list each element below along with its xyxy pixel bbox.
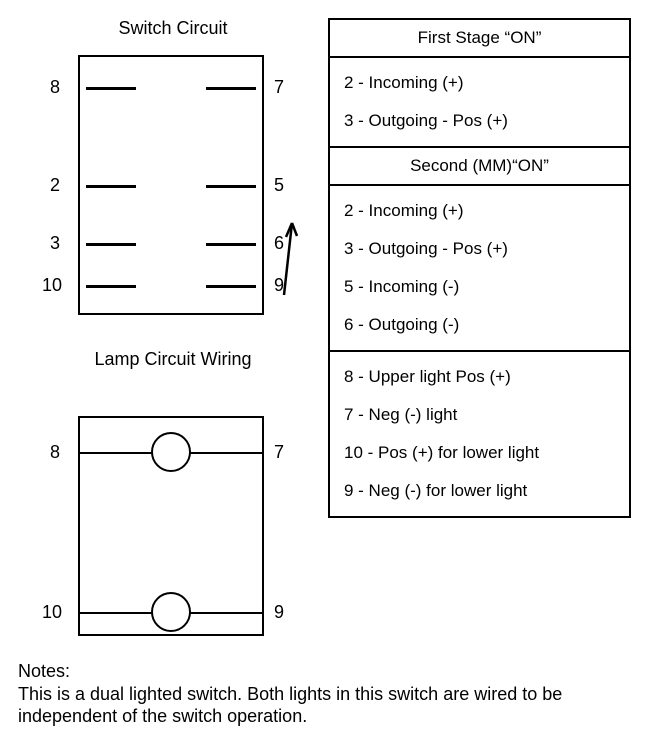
left-column: Switch Circuit 8 7 2 5 3 6 10 9 Lamp Circuit Wi… [18, 18, 328, 646]
table-row: 3 - Outgoing - Pos (+) [344, 230, 615, 268]
table-row: 2 - Incoming (+) [344, 192, 615, 230]
pin-label-10: 10 [42, 602, 62, 623]
pin-label-2: 2 [50, 175, 60, 196]
info-table: First Stage “ON”2 - Incoming (+)3 - Outg… [328, 18, 631, 518]
terminal-line-2 [86, 185, 136, 188]
lamp-circuit-title: Lamp Circuit Wiring [18, 349, 328, 370]
table-section: 2 - Incoming (+)3 - Outgoing - Pos (+) [330, 58, 629, 148]
pin-label-7: 7 [274, 77, 284, 98]
pin-label-9: 9 [274, 602, 284, 623]
pin-label-8: 8 [50, 442, 60, 463]
terminal-line-10 [86, 285, 136, 288]
terminal-line-3 [86, 243, 136, 246]
table-row: 8 - Upper light Pos (+) [344, 358, 615, 396]
pin-label-3: 3 [50, 233, 60, 254]
lamp-circle-icon [151, 432, 191, 472]
pin-label-6: 6 [274, 233, 284, 254]
pin-label-9: 9 [274, 275, 284, 296]
pin-label-10: 10 [42, 275, 62, 296]
lamp-circle-icon [151, 592, 191, 632]
terminal-line-7 [206, 87, 256, 90]
terminal-line-9 [206, 285, 256, 288]
lamp-circuit-diagram: 8 7 10 9 [18, 406, 328, 646]
table-section: 2 - Incoming (+)3 - Outgoing - Pos (+)5 … [330, 186, 629, 352]
terminal-line-8 [86, 87, 136, 90]
table-row: 5 - Incoming (-) [344, 268, 615, 306]
pin-label-7: 7 [274, 442, 284, 463]
notes-label: Notes: [18, 661, 70, 681]
table-row: 10 - Pos (+) for lower light [344, 434, 615, 472]
table-row: 9 - Neg (-) for lower light [344, 472, 615, 510]
table-row: 7 - Neg (-) light [344, 396, 615, 434]
pin-label-8: 8 [50, 77, 60, 98]
switch-circuit-title: Switch Circuit [18, 18, 328, 39]
page: Switch Circuit 8 7 2 5 3 6 10 9 Lamp Circuit Wi… [18, 18, 631, 646]
notes-block: Notes: This is a dual lighted switch. Bo… [18, 660, 631, 728]
table-header: First Stage “ON” [330, 20, 629, 58]
table-row: 2 - Incoming (+) [344, 64, 615, 102]
notes-text: This is a dual lighted switch. Both ligh… [18, 684, 562, 727]
terminal-line-6 [206, 243, 256, 246]
right-column: First Stage “ON”2 - Incoming (+)3 - Outg… [328, 18, 631, 646]
table-header: Second (MM)“ON” [330, 148, 629, 186]
terminal-line-5 [206, 185, 256, 188]
table-section: 8 - Upper light Pos (+)7 - Neg (-) light… [330, 352, 629, 516]
table-row: 6 - Outgoing (-) [344, 306, 615, 344]
switch-circuit-diagram: 8 7 2 5 3 6 10 9 [18, 45, 328, 325]
table-row: 3 - Outgoing - Pos (+) [344, 102, 615, 140]
pin-label-5: 5 [274, 175, 284, 196]
